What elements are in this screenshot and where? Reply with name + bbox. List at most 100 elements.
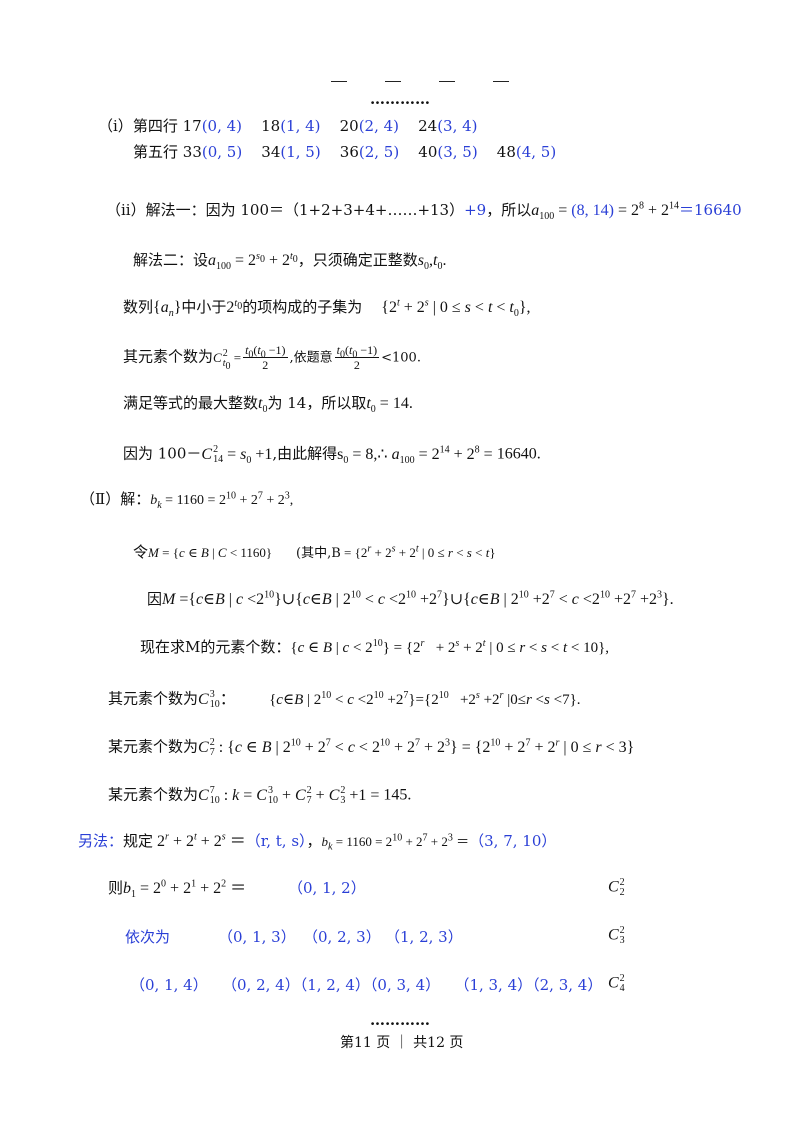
because-m-text: 因	[147, 590, 163, 608]
row4-alt: （0, 1, 4） （0, 2, 4）（1, 2, 4）（0, 3, 4） （1…	[130, 978, 602, 993]
t0-eq: t0 =	[366, 395, 393, 416]
alt-triple: （0, 1, 4）	[130, 976, 208, 994]
then-line: 则b1 = 20 + 21 + 22 ＝	[108, 878, 247, 901]
a100-def: a100 = 2s0 + 2t0	[208, 250, 298, 273]
row-five: 第五行 33(0, 5) 34(1, 5) 36(2, 5) 40(3, 5) …	[133, 145, 556, 160]
row5-label: 第五行	[133, 143, 183, 161]
t0: t0	[258, 395, 268, 416]
alt-triple: （0, 2, 4）	[222, 976, 300, 994]
max-text: 满足等式的最大整数	[123, 394, 259, 412]
subset-set: {2t + 2s | 0 ≤ s < t < t0},	[381, 297, 531, 320]
two-t0: 2t0	[226, 297, 243, 316]
union-line: 因M ={c∈B | c <210}∪{c∈B | 210 < c <210 +…	[147, 589, 674, 608]
row5-value: 34	[261, 143, 281, 161]
row5-value: 48	[496, 143, 516, 161]
let-mid: (其中,B	[296, 546, 341, 561]
row4-pair: (0, 4)	[201, 117, 243, 135]
method-one-text: （ⅰⅰ）解法一：因为 100＝（1+2+3+4+……+13）	[106, 201, 465, 219]
define-triple: （r, t, s）	[245, 832, 307, 850]
bottom-dots: …………	[370, 1011, 430, 1029]
top-dots: …………	[370, 90, 430, 108]
row4-pair: (3, 4)	[437, 117, 478, 135]
subset-mid: 中小于	[181, 298, 227, 316]
now-line: 现在求M的元素个数：{c ∈ B | c < 210} = {2r + 2s +…	[140, 638, 609, 656]
method-one: （ⅰⅰ）解法一：因为 100＝（1+2+3+4+……+13）+9，所以a100 …	[106, 201, 742, 223]
row4-label: 第四行	[132, 117, 183, 135]
row5-pair: (4, 5)	[515, 143, 557, 161]
dash	[331, 80, 347, 82]
dash	[385, 80, 401, 82]
method-two-tail: ，只须确定正整数	[297, 251, 418, 269]
subset-text: 数列	[123, 298, 154, 316]
let-text: 令	[133, 543, 149, 561]
count1-text: 其元素个数为	[108, 689, 199, 708]
part-i-label: （i）	[98, 117, 133, 135]
count1-line: 其元素个数为C 3 10： {c∈B | 210 < c <210 +27}={21…	[108, 690, 581, 710]
comb-10-3: C 3 10：	[198, 689, 236, 710]
bk-powers: = 210 + 27 + 23,	[204, 490, 294, 508]
plus-nine: +9	[464, 201, 487, 219]
because-tail: ,由此解得	[272, 444, 338, 463]
method-two: 解法二：设a100 = 2s0 + 2t0，只须确定正整数s0,t0.	[133, 250, 447, 273]
row4-value: 18	[261, 117, 281, 135]
seq-text: 依次为	[125, 928, 171, 946]
row4-pair: (1, 4)	[280, 117, 321, 135]
count1-set: {c∈B | 210 < c <210 +27}={210 +2s +2r |0…	[269, 689, 581, 708]
because-line: 因为 100－C 2 14 = s0 +1,由此解得s0 = 8,∴ a100 = …	[123, 444, 541, 466]
count-mid: ,依题意	[289, 350, 333, 366]
comma: ，	[306, 832, 322, 850]
comb-t0: C 2 t0 =	[213, 347, 242, 372]
count2-line: 某元素个数为C 2 7 : {c ∈ B | 210 + 27 < c < 210 …	[108, 738, 634, 758]
s0-8: s0 = 8,∴ a100 = 214 + 28 =	[337, 444, 497, 466]
row4-value: 17	[182, 117, 202, 135]
m-def: M = {c ∈ B | C < 1160}	[148, 545, 273, 560]
row-four: （i）第四行 17(0, 4) 18(1, 4) 20(2, 4) 24(3, …	[98, 119, 478, 134]
so-text: ，所以	[486, 201, 532, 219]
result-16640: ＝16640	[679, 201, 742, 219]
pair-8-14: (8, 14)	[571, 202, 614, 219]
a100-formula: a100 =	[531, 202, 572, 223]
final-value: 16640.	[496, 445, 541, 463]
s0-t0: s0,t0.	[417, 252, 447, 273]
b1-formula: b1 = 20 + 21 + 22 ＝	[123, 878, 247, 901]
alt-triple: （1, 2, 4）	[299, 976, 370, 994]
now-text: 现在求M的元素个数：	[140, 638, 291, 656]
row5-pair: (2, 5)	[358, 143, 400, 161]
row5-value: 33	[182, 143, 202, 161]
header-dashes	[312, 73, 528, 88]
b-def: = {2r + 2s + 2t | 0 ≤ r < s < t}	[340, 543, 496, 560]
alt-triple: （0, 3, 4）	[369, 976, 441, 994]
alt-label: 另法：	[78, 832, 124, 850]
m-union: M ={c∈B | c <210}∪{c∈B | 210 < c <210 +2…	[162, 589, 674, 608]
alt-line: 另法：规定 2r + 2t + 2s ＝（r, t, s），bk = 1160 …	[78, 832, 557, 853]
max-line: 满足等式的最大整数t0为 14，所以取t0 = 14.	[123, 394, 413, 416]
seq-item: （0, 2, 3）	[303, 928, 381, 946]
define-text: 规定	[123, 832, 154, 850]
subset-tail: 的项构成的子集为	[242, 298, 363, 316]
bk-triple: （3, 7, 10）	[469, 832, 557, 850]
count-tail: <100.	[381, 350, 421, 366]
let-line: 令M = {c ∈ B | C < 1160} (其中,B = {2r + 2s…	[133, 543, 496, 561]
seq-line: 依次为	[125, 930, 170, 945]
part2-label: （Ⅱ）解：	[80, 490, 151, 508]
row4-value: 20	[339, 117, 359, 135]
alt-triple: （1, 3, 4）	[454, 976, 533, 994]
count3-text: 某元素个数为	[108, 785, 199, 804]
bk-alt: bk = 1160 = 210 + 27 + 23 ＝	[321, 832, 470, 853]
frac-t0-2: t0(t0 −1) 2	[334, 343, 380, 372]
bk-formula: bk =	[150, 493, 177, 511]
subset-line: 数列{an}中小于2t0的项构成的子集为 {2t + 2s | 0 ≤ s < …	[123, 297, 531, 320]
seq-item: （0, 1, 3）	[218, 928, 296, 946]
max-value: 14.	[392, 395, 413, 412]
because-text: 因为 100－	[123, 444, 202, 463]
method-two-text: 解法二：设	[133, 251, 209, 269]
row4-pair: (2, 4)	[358, 117, 400, 135]
row4-value: 24	[418, 117, 438, 135]
seq-item: （1, 2, 3）	[385, 928, 463, 946]
row5-pair: (0, 5)	[201, 143, 243, 161]
part2-line: （Ⅱ）解：bk = 1160 = 210 + 27 + 23,	[80, 490, 294, 511]
